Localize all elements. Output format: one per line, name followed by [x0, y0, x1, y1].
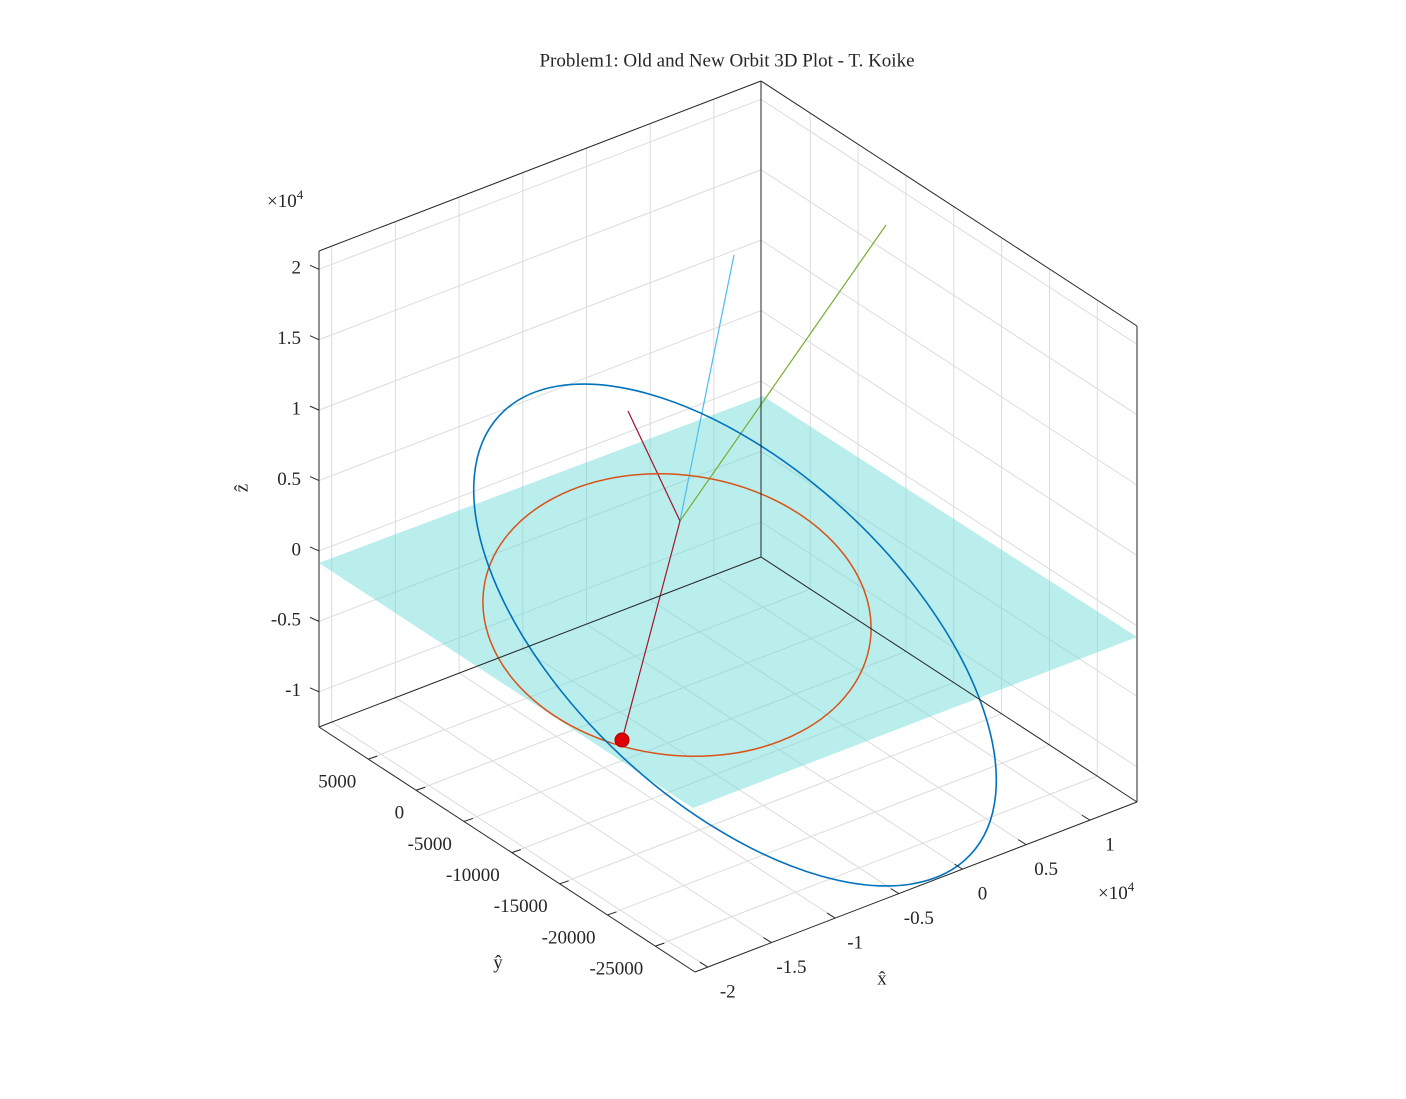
- grid-line: [522, 648, 900, 895]
- plane: [319, 396, 1137, 808]
- x-tick-label: -0.5: [904, 908, 934, 929]
- box-edge: [318, 556, 762, 728]
- y-tick: [655, 942, 665, 947]
- x-tick: [1081, 814, 1091, 821]
- grid-line: [395, 697, 772, 944]
- vector: [627, 410, 681, 522]
- grid-line: [463, 650, 907, 822]
- y-tick-label: 0: [395, 803, 405, 824]
- exp-power: 4: [1128, 879, 1135, 894]
- grid-line: [318, 169, 762, 341]
- box-edge: [760, 556, 1138, 803]
- grid: [318, 98, 1138, 968]
- x-tick-label: -1: [847, 932, 863, 953]
- y-tick-label: -20000: [542, 927, 596, 948]
- box-edge: [760, 80, 1138, 327]
- grid-line: [368, 588, 811, 760]
- z-tick: [309, 335, 320, 341]
- grid-line: [511, 682, 954, 854]
- grid-line: [458, 672, 836, 919]
- z-tick-label: 0: [292, 539, 302, 560]
- x-tick: [1017, 839, 1027, 846]
- grid-line: [559, 713, 1002, 885]
- z-tick: [309, 405, 320, 411]
- y-tick: [415, 786, 426, 791]
- z-tick-label: 0.5: [277, 469, 301, 490]
- z-tick-label: -0.5: [271, 610, 301, 631]
- vector: [679, 254, 735, 522]
- maneuver-point: [614, 732, 630, 748]
- y-tick-label: -25000: [589, 958, 643, 979]
- grid-line: [760, 169, 1138, 416]
- box-edge: [318, 726, 696, 973]
- old-orbit: [482, 472, 872, 758]
- z-tick: [309, 546, 320, 552]
- grid-line: [318, 98, 762, 270]
- exp-base: ×10: [1098, 883, 1128, 904]
- y-tick: [463, 817, 474, 822]
- axes: -2-1.5-1-0.500.51-25000-20000-15000-1000…: [271, 80, 1138, 1002]
- z-tick-label: 1.5: [277, 328, 301, 349]
- x-axis-label: x̂: [877, 968, 887, 989]
- grid-line: [318, 450, 762, 622]
- x-tick: [954, 863, 963, 870]
- y-tick-label: -5000: [408, 834, 452, 855]
- z-tick: [309, 476, 320, 482]
- grid-line: [318, 239, 762, 411]
- x-exponent: ×104: [1098, 879, 1135, 904]
- grid-line: [607, 744, 1050, 916]
- y-tick: [511, 849, 521, 854]
- x-tick-label: -1.5: [776, 957, 806, 978]
- x-tick-label: 0.5: [1034, 859, 1058, 880]
- exp-power: 4: [297, 187, 304, 202]
- z-tick: [309, 616, 320, 622]
- y-tick-label: 5000: [318, 771, 356, 792]
- z-tick-label: 2: [292, 258, 302, 279]
- grid-line: [760, 310, 1138, 556]
- vector: [621, 520, 681, 741]
- chart-title: Problem1: Old and New Orbit 3D Plot - T.…: [539, 50, 914, 71]
- grid-line: [760, 380, 1138, 627]
- grid-line: [649, 599, 1027, 846]
- x-tick-label: -2: [720, 981, 736, 1002]
- grid-line: [318, 380, 762, 552]
- grid-line: [415, 619, 859, 791]
- grid-line: [760, 239, 1138, 486]
- y-tick-label: -15000: [494, 896, 548, 917]
- new-orbit: [472, 383, 998, 887]
- box-edge: [694, 801, 1138, 973]
- z-tick-label: 1: [292, 398, 302, 419]
- z-tick: [309, 687, 320, 693]
- grid-line: [586, 623, 963, 870]
- y-tick: [559, 880, 569, 885]
- y-tick: [607, 911, 617, 916]
- grid-line: [655, 775, 1098, 947]
- x-tick: [826, 912, 836, 919]
- x-tick-label: 0: [978, 883, 988, 904]
- exp-base: ×10: [267, 191, 297, 212]
- grid-line: [713, 574, 1091, 821]
- z-tick-label: -1: [285, 680, 301, 701]
- vector: [679, 224, 887, 522]
- y-tick-label: -10000: [446, 865, 500, 886]
- z-tick: [309, 264, 320, 270]
- grid-line: [318, 521, 762, 693]
- grid-line: [760, 521, 1138, 768]
- y-axis-label: ŷ: [493, 952, 503, 973]
- x-tick: [890, 888, 900, 895]
- grid-line: [760, 98, 1138, 345]
- z-exponent: ×104: [267, 187, 304, 212]
- z-axis-label: ẑ: [231, 484, 252, 492]
- x-tick: [699, 961, 709, 968]
- x-tick: [763, 937, 772, 944]
- box-edge: [318, 80, 762, 252]
- x-tick-label: 1: [1105, 834, 1115, 855]
- grid-line: [331, 721, 709, 968]
- grid-line: [318, 310, 762, 482]
- y-tick: [368, 755, 378, 760]
